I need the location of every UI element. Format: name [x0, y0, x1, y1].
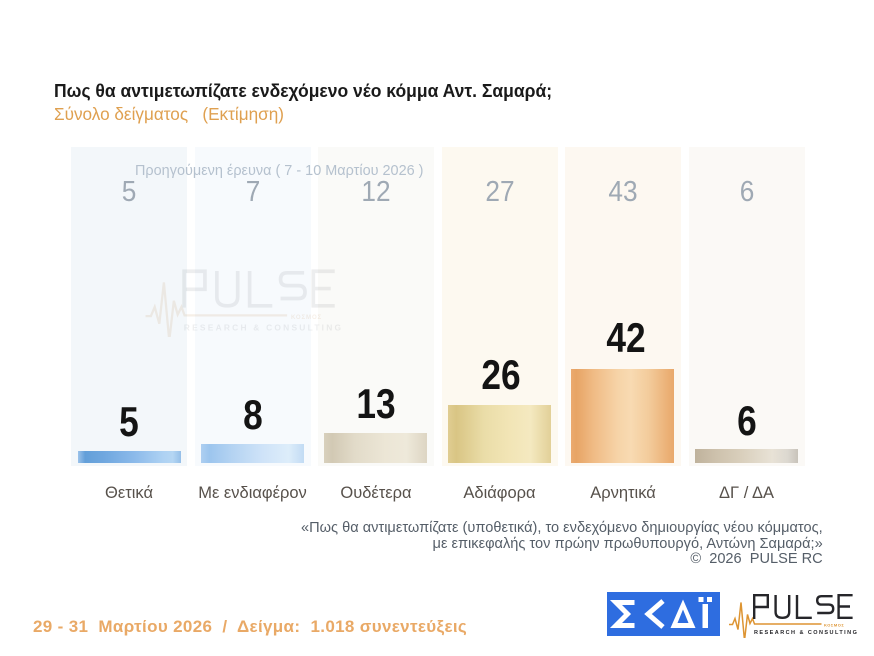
svg-text:ΚΟΣΜΟΣ: ΚΟΣΜΟΣ [291, 314, 322, 321]
svg-text:RESEARCH & CONSULTING: RESEARCH & CONSULTING [754, 630, 858, 636]
svg-text:RESEARCH & CONSULTING: RESEARCH & CONSULTING [184, 323, 343, 333]
svg-text:ΚΟΣΜΟΣ: ΚΟΣΜΟΣ [824, 622, 844, 627]
